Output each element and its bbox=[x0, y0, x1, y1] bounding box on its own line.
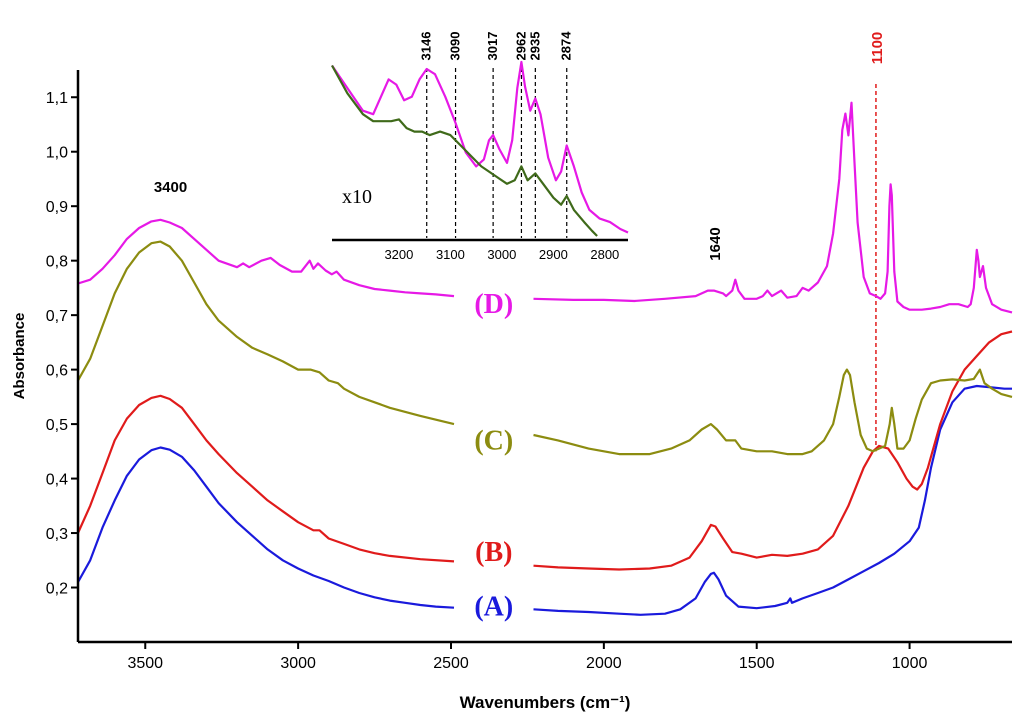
inset-x-tick-label: 3100 bbox=[436, 247, 465, 262]
x-axis-title: Wavenumbers (cm⁻¹) bbox=[460, 693, 631, 712]
series-line-A bbox=[77, 384, 1012, 616]
inset-peak-label: 3090 bbox=[448, 32, 463, 61]
inset-multiplier: x10 bbox=[342, 186, 372, 208]
peak-label-1640: 1640 bbox=[707, 227, 724, 260]
y-tick-label: 0,3 bbox=[46, 526, 68, 543]
inset-background bbox=[332, 42, 628, 260]
y-tick-label: 0,4 bbox=[46, 472, 68, 489]
y-tick-label: 0,6 bbox=[46, 363, 68, 380]
series-label-D: (D) bbox=[474, 289, 513, 320]
inset-series-line-D bbox=[331, 60, 629, 234]
inset-x-tick-label: 2900 bbox=[539, 247, 568, 262]
series-label-B: (B) bbox=[475, 537, 512, 568]
series-label-A: (A) bbox=[474, 592, 513, 623]
inset-series-line-C bbox=[331, 64, 598, 237]
inset-x-tick-label: 3200 bbox=[384, 247, 413, 262]
x-tick-label: 1500 bbox=[739, 655, 775, 672]
y-axis-title: Absorbance bbox=[11, 313, 28, 400]
inset-peak-label: 2874 bbox=[559, 31, 574, 61]
x-tick-label: 3000 bbox=[280, 655, 316, 672]
y-tick-label: 1,0 bbox=[46, 145, 68, 162]
y-tick-label: 1,1 bbox=[46, 90, 68, 107]
inset-peak-label: 2962 bbox=[513, 32, 528, 61]
x-tick-label: 2500 bbox=[433, 655, 469, 672]
x-tick-label: 1000 bbox=[892, 655, 928, 672]
inset-peak-label: 3146 bbox=[419, 32, 434, 61]
y-tick-label: 0,8 bbox=[46, 254, 68, 271]
inset-peak-label: 3017 bbox=[485, 32, 500, 61]
series-line-B bbox=[76, 330, 1013, 571]
y-tick-label: 0,7 bbox=[46, 308, 68, 325]
inset-x-tick-label: 2800 bbox=[590, 247, 619, 262]
x-tick-label: 3500 bbox=[127, 655, 163, 672]
y-tick-label: 0,9 bbox=[46, 199, 68, 216]
series-line-C bbox=[77, 240, 1013, 456]
y-tick-label: 0,5 bbox=[46, 417, 68, 434]
series-line-D bbox=[77, 101, 1013, 314]
reference-line-label: 1100 bbox=[869, 32, 886, 65]
x-tick-label: 2000 bbox=[586, 655, 622, 672]
y-tick-label: 0,2 bbox=[46, 581, 68, 598]
inset-peak-label: 2935 bbox=[527, 32, 542, 61]
peak-label-3400: 3400 bbox=[154, 179, 187, 196]
series-label-C: (C) bbox=[474, 425, 513, 456]
inset-x-tick-label: 3000 bbox=[487, 247, 516, 262]
